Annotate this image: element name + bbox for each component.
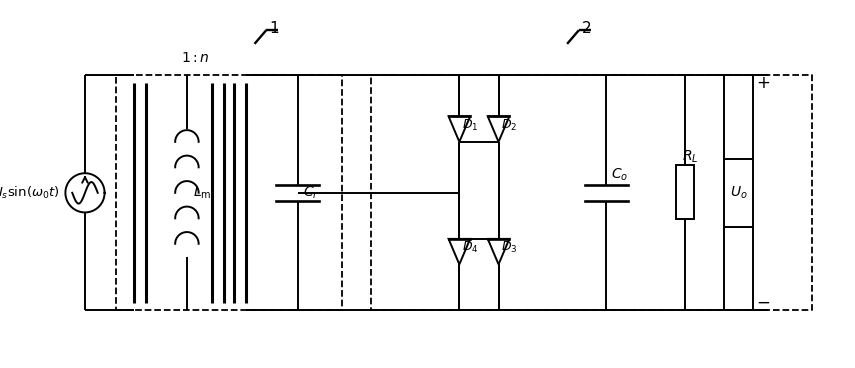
Text: $I_s\mathrm{sin}(\omega_0 t)$: $I_s\mathrm{sin}(\omega_0 t)$ <box>0 185 60 201</box>
Text: $C_r$: $C_r$ <box>303 185 319 201</box>
Text: $D_1$: $D_1$ <box>463 118 479 133</box>
Text: +: + <box>756 74 770 92</box>
Text: $U_o$: $U_o$ <box>730 185 747 201</box>
Text: $L_\mathrm{m}$: $L_\mathrm{m}$ <box>192 185 211 201</box>
Text: $R_L$: $R_L$ <box>681 148 699 165</box>
Text: $D_3$: $D_3$ <box>502 240 518 255</box>
Text: $C_o$: $C_o$ <box>611 167 628 183</box>
Bar <box>724 159 753 227</box>
Text: 2: 2 <box>582 21 592 36</box>
Text: $1{:}n$: $1{:}n$ <box>181 52 210 66</box>
Text: $D_4$: $D_4$ <box>463 240 479 255</box>
Text: −: − <box>756 294 770 312</box>
Bar <box>676 165 693 219</box>
Text: $D_2$: $D_2$ <box>502 118 518 133</box>
Text: 1: 1 <box>269 21 279 36</box>
